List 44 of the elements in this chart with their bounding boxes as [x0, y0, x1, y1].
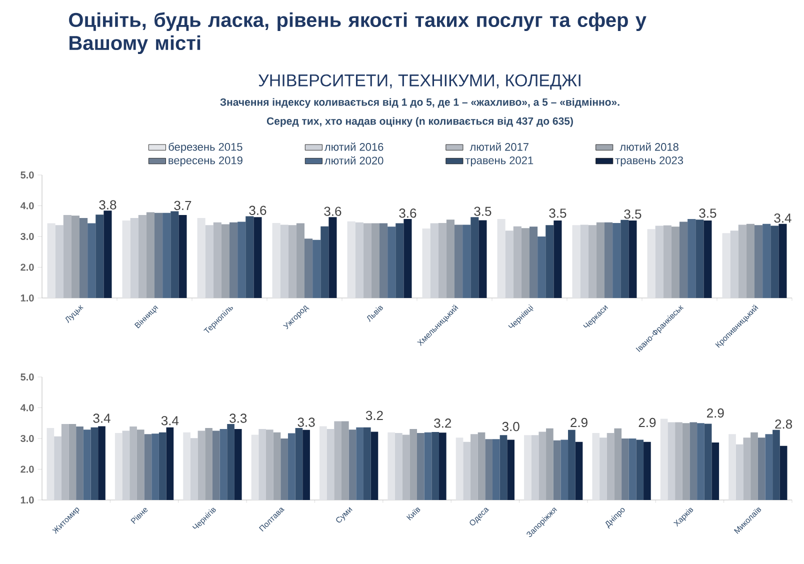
- data-label: 2.8: [775, 419, 792, 429]
- data-label: 2.9: [707, 408, 724, 418]
- y-tick-label: 1.0: [20, 294, 34, 302]
- data-label: 3.6: [324, 206, 342, 216]
- data-label: 3.5: [624, 209, 642, 219]
- data-label: 2.9: [638, 418, 656, 428]
- legend-label: травень 2023: [615, 156, 684, 166]
- data-label: 3.4: [93, 414, 110, 423]
- data-label: 2.9: [570, 418, 588, 428]
- data-label: 3.5: [549, 208, 566, 218]
- legend-label: вересень 2019: [168, 156, 242, 166]
- legend-label: лютий 2017: [470, 142, 528, 151]
- legend-label: лютий 2018: [620, 142, 678, 151]
- data-label: 3.5: [474, 206, 492, 216]
- data-label: 3.7: [174, 200, 192, 210]
- y-tick-label: 2.0: [20, 264, 34, 271]
- data-label: 3.4: [161, 416, 179, 426]
- y-tick-label: 4.0: [20, 404, 34, 412]
- data-label: 3.3: [298, 418, 315, 427]
- data-label: 3.4: [774, 213, 792, 223]
- y-tick-label: 5.0: [20, 171, 34, 179]
- legend-label: березень 2015: [168, 142, 242, 153]
- data-label: 3.5: [699, 208, 716, 218]
- data-label: 3.2: [434, 418, 452, 428]
- y-tick-label: 5.0: [20, 373, 34, 381]
- data-label: 3.6: [399, 208, 416, 218]
- legend-label: лютий 2016: [324, 142, 384, 151]
- y-tick-label: 4.0: [20, 202, 34, 210]
- text: Значення індексу коливається від 1 до 5, де 1 – «жахливо», а 5 – «відмінно».: [220, 98, 620, 108]
- y-tick-label: 1.0: [20, 496, 34, 504]
- data-label: 3.3: [230, 414, 247, 423]
- y-tick-label: 3.0: [20, 434, 34, 442]
- y-tick-label: 3.0: [20, 232, 34, 240]
- x-tick-label: Київ: [406, 508, 420, 520]
- y-tick-label: 2.0: [20, 466, 34, 473]
- data-label: 3.2: [366, 410, 383, 420]
- data-label: 3.0: [502, 422, 520, 432]
- legend-label: травень 2021: [465, 156, 534, 166]
- data-label: 3.6: [249, 206, 266, 215]
- data-label: 3.8: [99, 200, 116, 210]
- chart-title: Оцініть, будь ласка, рівень якості таких послуг та сфер у Вашому місті: [69, 12, 646, 54]
- chart-subtitle: УНІВЕРСИТЕТИ, ТЕХНІКУМИ, КОЛЕДЖІ: [258, 74, 580, 90]
- text: Серед тих, хто надав оцінку (n коливається від 437 до 635): [266, 117, 573, 127]
- legend-label: лютий 2020: [324, 156, 384, 164]
